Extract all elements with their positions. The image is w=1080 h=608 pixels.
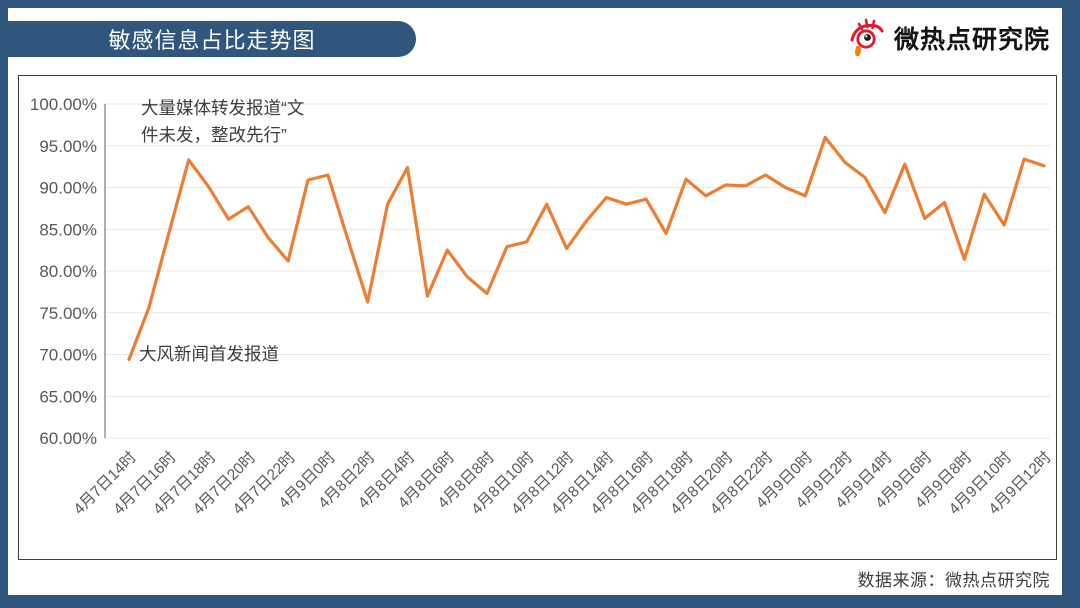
brand-name: 微热点研究院 [893, 26, 1050, 54]
y-axis-label: 90.00% [39, 179, 97, 198]
y-axis-label: 85.00% [39, 220, 97, 239]
chart-annotation-2: 大风新闻首发报道 [139, 344, 279, 364]
y-axis-label: 100.00% [30, 95, 97, 114]
y-axis-label: 60.00% [39, 429, 97, 448]
y-axis-label: 80.00% [39, 262, 97, 281]
chart-annotation-1: 大量媒体转发报道“文件未发，整改先行” [141, 98, 304, 145]
weibo-eye-icon [848, 14, 888, 63]
frame-left [0, 0, 8, 608]
frame-top [0, 0, 1080, 8]
y-axis-label: 70.00% [39, 346, 97, 365]
y-axis-label: 95.00% [39, 137, 97, 156]
page-title: 敏感信息占比走势图 [108, 28, 316, 53]
chart-title-banner: 敏感信息占比走势图 [8, 21, 416, 57]
frame-right [1062, 0, 1080, 608]
trend-line [127, 135, 1046, 362]
frame-bottom [0, 595, 1080, 608]
y-axis-label: 65.00% [39, 387, 97, 406]
data-source-note: 数据来源：微热点研究院 [857, 571, 1050, 590]
y-axis-label: 75.00% [39, 304, 97, 323]
chart-area: 100.00% 95.00% 90.00% 85.00% 80.00% 75.00% 70.… [18, 75, 1057, 560]
trend-chart-svg: 100.00% 95.00% 90.00% 85.00% 80.00% 75.00% 70.… [30, 95, 1055, 518]
brand-logo: 微热点研究院 [848, 16, 1050, 60]
